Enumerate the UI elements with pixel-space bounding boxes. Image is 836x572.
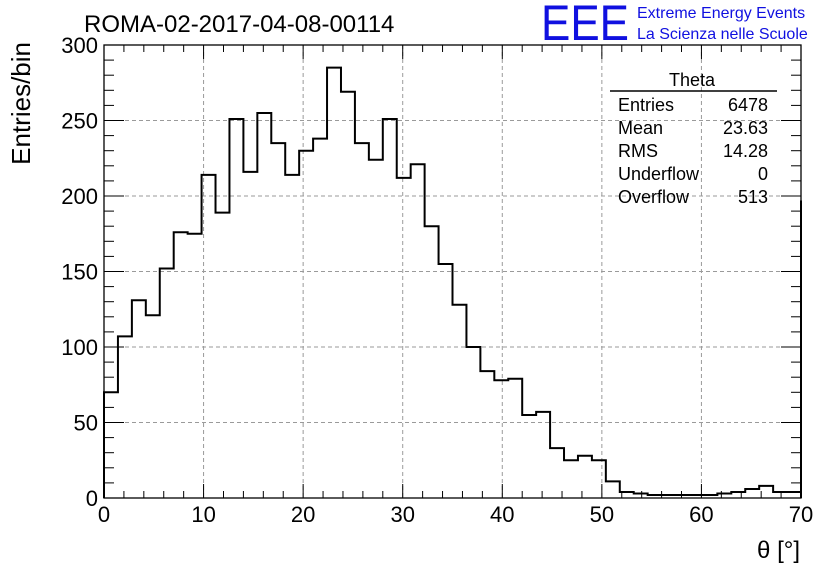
grid-lines — [104, 45, 801, 498]
y-tick-label: 0 — [86, 486, 98, 511]
x-tick-label: 40 — [490, 502, 514, 527]
x-tick-label: 30 — [390, 502, 414, 527]
stats-row-value: 14.28 — [723, 141, 768, 161]
x-tick-label: 0 — [98, 502, 110, 527]
stats-row-label: Mean — [618, 118, 663, 138]
x-tick-label: 20 — [291, 502, 315, 527]
stats-row-label: Underflow — [618, 164, 700, 184]
y-tick-label: 200 — [61, 184, 98, 209]
logo-line-2: La Scienza nelle Scuole — [637, 26, 808, 43]
axis-ticks — [103, 44, 802, 499]
x-tick-label: 50 — [590, 502, 614, 527]
x-tick-label: 70 — [789, 502, 813, 527]
stats-row-value: 0 — [758, 164, 768, 184]
y-tick-labels: 0 50 100 150 200 250 300 — [61, 33, 98, 511]
y-axis-label: Entries/bin — [6, 42, 36, 165]
y-tick-label: 100 — [61, 335, 98, 360]
stats-title: Theta — [669, 70, 716, 90]
stats-box: Theta Entries 6478 Mean 23.63 RMS 14.28 Underf… — [610, 70, 777, 207]
stats-row-label: Entries — [618, 95, 674, 115]
y-tick-label: 300 — [61, 33, 98, 58]
histogram-line — [103, 66, 802, 498]
stats-row-value: 513 — [738, 187, 768, 207]
x-axis-label: θ [°] — [757, 537, 800, 564]
x-tick-labels: 0 10 20 30 40 50 60 70 — [98, 502, 813, 527]
run-title: ROMA-02-2017-04-08-00114 — [84, 11, 394, 38]
y-tick-label: 150 — [61, 260, 98, 285]
stats-row-value: 23.63 — [723, 118, 768, 138]
stats-rows: Entries 6478 Mean 23.63 RMS 14.28 Underflow 0 Ov… — [618, 95, 768, 207]
y-tick-label: 250 — [61, 109, 98, 134]
eee-logo: EEE Extreme Energy Events La Scienza nel… — [541, 0, 808, 51]
y-tick-label: 50 — [74, 411, 98, 436]
logo-line-1: Extreme Energy Events — [637, 5, 805, 22]
stats-row-label: Overflow — [618, 187, 690, 207]
x-tick-label: 60 — [689, 502, 713, 527]
x-tick-label: 10 — [191, 502, 215, 527]
stats-row-value: 6478 — [728, 95, 768, 115]
eee-logo-mark: EEE — [541, 0, 629, 51]
stats-row-label: RMS — [618, 141, 658, 161]
